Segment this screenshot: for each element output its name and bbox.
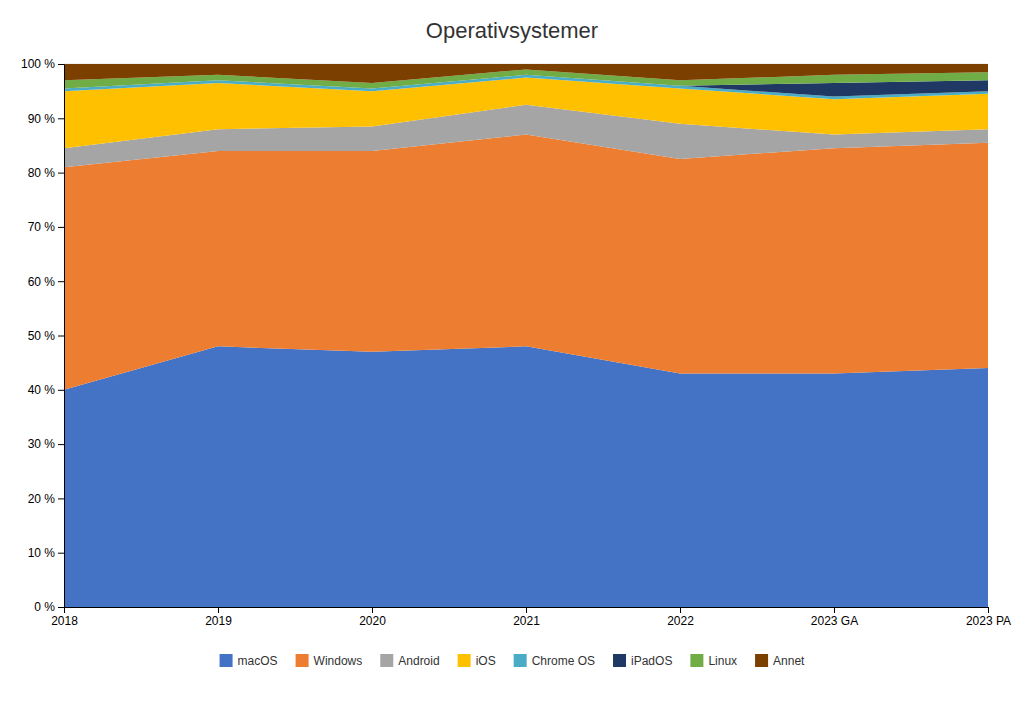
background <box>0 0 1024 703</box>
tick: 2022 <box>667 607 694 628</box>
tick-mark <box>58 444 64 445</box>
tick-label: 2023 GA <box>811 614 858 628</box>
plot: 0 % 10 % 20 % 30 % 40 % 50 % 60 % 70 % 80 % 90 % 1… <box>21 57 1011 627</box>
legend-item: Chrome OS <box>514 654 595 668</box>
legend-item: Linux <box>690 654 737 668</box>
legend-label: Linux <box>708 654 737 668</box>
tick: 2021 <box>513 607 540 628</box>
tick-label: 2020 <box>359 614 386 628</box>
tick-mark <box>58 118 64 119</box>
tick-label: 40 % <box>28 383 56 397</box>
legend-label: iOS <box>476 654 496 668</box>
tick-mark <box>58 553 64 554</box>
area <box>64 346 988 607</box>
legend-label: Windows <box>314 654 363 668</box>
tick-label: 20 % <box>28 492 56 506</box>
tick: 2023 GA <box>811 607 858 628</box>
area <box>64 64 988 83</box>
tick: 2023 PA <box>966 607 1011 628</box>
axis-line <box>64 65 65 608</box>
legend-label: iPadOS <box>631 654 672 668</box>
tick-mark <box>680 607 681 613</box>
legend-item: iOS <box>458 654 496 668</box>
y-axis: 0 % 10 % 20 % 30 % 40 % 50 % 60 % 70 % 80 % 90 % 1… <box>21 57 65 614</box>
tick: 2019 <box>205 607 232 628</box>
legend-item: macOS <box>220 654 278 668</box>
tick: 50 % <box>28 329 64 343</box>
legend-swatch <box>220 654 233 667</box>
area <box>64 135 988 390</box>
legend-swatch <box>514 654 527 667</box>
tick-label: 2022 <box>667 614 694 628</box>
tick-label: 10 % <box>28 546 56 560</box>
tick-label: 90 % <box>28 112 56 126</box>
tick: 30 % <box>28 437 64 451</box>
tick-mark <box>834 607 835 613</box>
tick-label: 50 % <box>28 329 56 343</box>
tick-label: 0 % <box>34 600 55 614</box>
legend-item: iPadOS <box>613 654 672 668</box>
tick-mark <box>58 498 64 499</box>
legend-label: Android <box>398 654 439 668</box>
legend-swatch <box>380 654 393 667</box>
legend-swatch <box>755 654 768 667</box>
legend-swatch <box>296 654 309 667</box>
tick: 2018 <box>51 607 78 628</box>
tick-mark <box>64 607 65 613</box>
tick-mark <box>58 227 64 228</box>
tick-mark <box>988 607 989 613</box>
tick: 0 % <box>34 600 64 614</box>
tick-mark <box>58 173 64 174</box>
tick-label: 2018 <box>51 614 78 628</box>
tick-mark <box>58 336 64 337</box>
tick: 90 % <box>28 112 64 126</box>
legend-label: macOS <box>238 654 278 668</box>
areas <box>64 64 988 607</box>
tick-label: 70 % <box>28 220 56 234</box>
tick: 100 % <box>21 57 64 71</box>
x-axis: 2018 2019 2020 2021 2022 2023 GA 2023 PA <box>51 607 1011 628</box>
tick: 60 % <box>28 275 64 289</box>
tick-mark <box>58 607 64 608</box>
legend-swatch <box>690 654 703 667</box>
tick: 70 % <box>28 220 64 234</box>
chart: Operativsystemer 0 % 10 % 20 % 30 % 40 % 50 % 6… <box>0 0 1024 703</box>
legend-swatch <box>613 654 626 667</box>
legend-label: Annet <box>773 654 805 668</box>
legend-swatch <box>458 654 471 667</box>
tick-mark <box>58 64 64 65</box>
tick-label: 2021 <box>513 614 540 628</box>
tick-mark <box>526 607 527 613</box>
tick: 20 % <box>28 492 64 506</box>
tick-mark <box>372 607 373 613</box>
tick-mark <box>58 390 64 391</box>
tick-label: 100 % <box>21 57 55 71</box>
tick-label: 30 % <box>28 437 56 451</box>
tick: 2020 <box>359 607 386 628</box>
legend-item: Android <box>380 654 439 668</box>
tick-label: 2023 PA <box>966 614 1011 628</box>
title: Operativsystemer <box>426 18 598 43</box>
tick: 10 % <box>28 546 64 560</box>
legend-label: Chrome OS <box>532 654 595 668</box>
tick-label: 60 % <box>28 275 56 289</box>
tick: 80 % <box>28 166 64 180</box>
tick-label: 2019 <box>205 614 232 628</box>
tick-label: 80 % <box>28 166 56 180</box>
tick-mark <box>218 607 219 613</box>
legend-item: Windows <box>296 654 363 668</box>
grid <box>64 64 988 607</box>
tick: 40 % <box>28 383 64 397</box>
tick-mark <box>58 281 64 282</box>
legend: macOS Windows Android iOS Chrome OS iPadOS Lin… <box>220 654 806 668</box>
legend-item: Annet <box>755 654 805 668</box>
